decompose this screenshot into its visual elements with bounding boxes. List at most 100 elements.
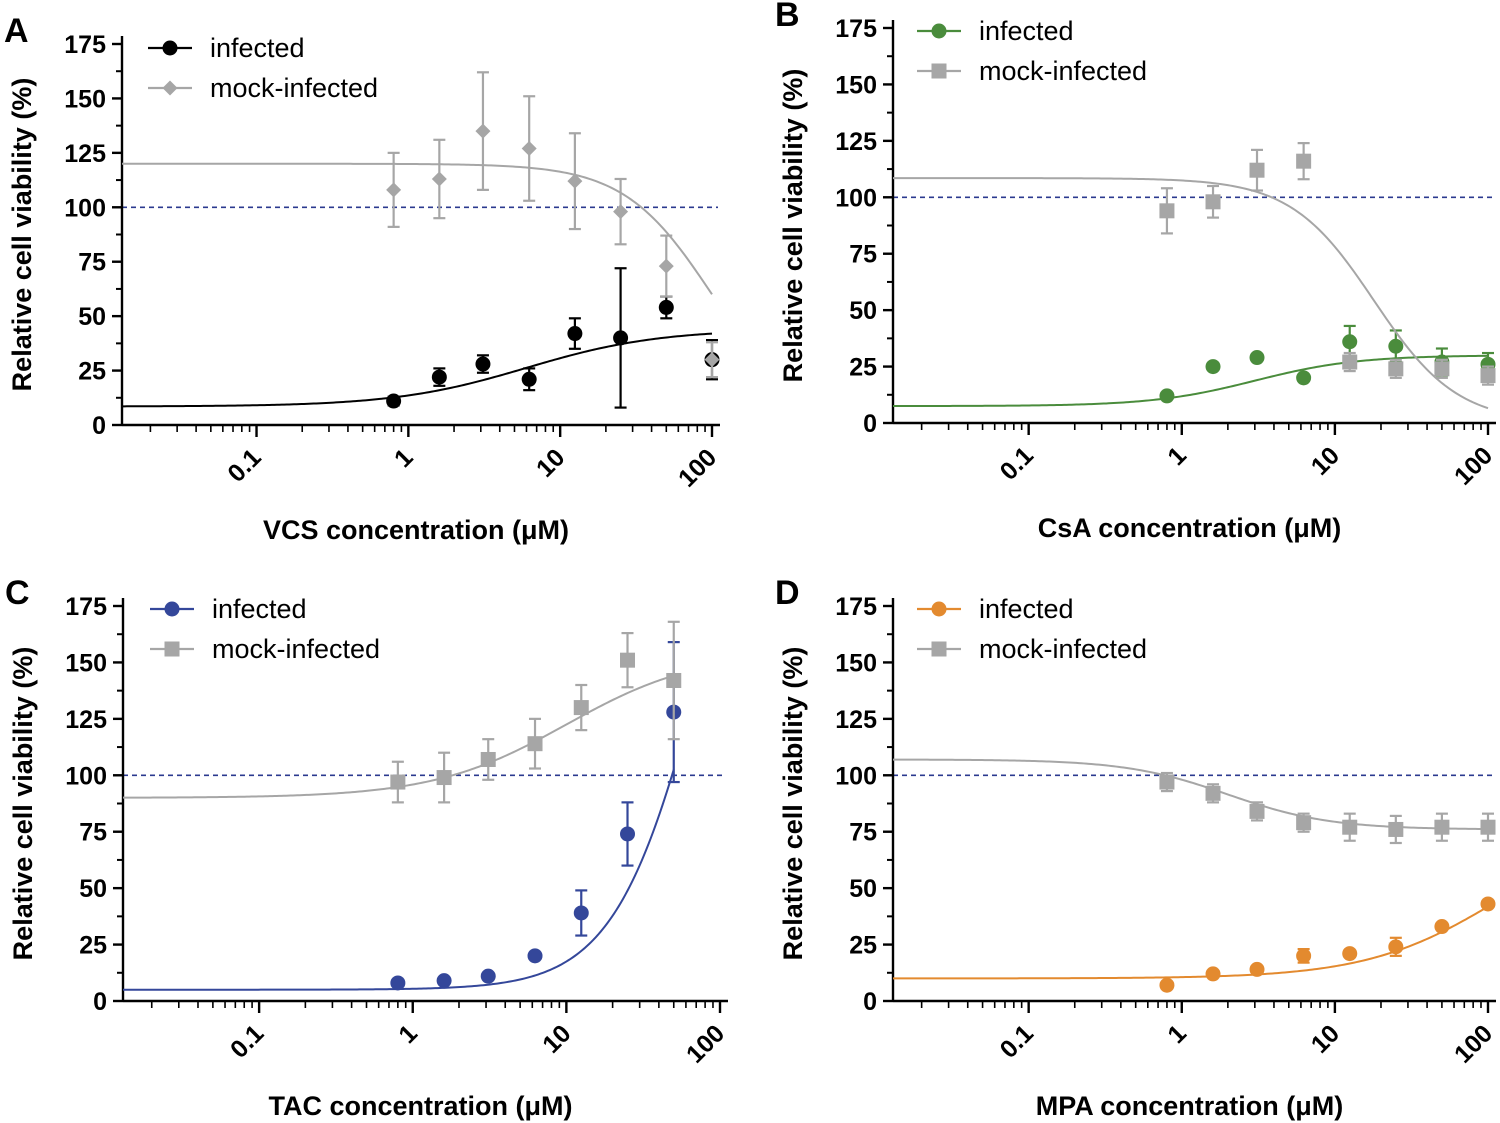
x-tick-label: 10: [1306, 1019, 1345, 1058]
data-point: [431, 369, 447, 385]
data-point: [1480, 368, 1496, 384]
x-axis-label: VCS concentration (μM): [263, 515, 569, 545]
y-tick-label: 100: [64, 194, 106, 222]
data-point: [1296, 370, 1312, 386]
data-point: [1249, 162, 1265, 178]
series-infected: [121, 267, 720, 409]
legend: infected mock-infected: [148, 33, 378, 103]
y-tick-label: 150: [835, 71, 877, 99]
panel-letter: A: [4, 12, 29, 50]
fit-curve: [122, 162, 713, 295]
y-tick-label: 125: [65, 706, 107, 734]
y-tick-label: 125: [835, 706, 877, 734]
legend: infected mock-infected: [150, 594, 380, 664]
data-point: [1434, 361, 1450, 377]
data-point: [567, 326, 583, 342]
y-tick-label: 50: [78, 303, 106, 331]
data-point: [1342, 819, 1358, 835]
data-point: [1249, 961, 1265, 977]
data-point: [704, 352, 720, 368]
data-point: [573, 700, 589, 716]
data-point: [527, 736, 543, 752]
data-point: [475, 356, 491, 372]
data-point: [1296, 153, 1312, 169]
y-tick-label: 75: [79, 819, 107, 847]
legend-label: infected: [979, 16, 1074, 46]
panel-c: C 0 25 50 75 100 125 150 175 0.1 1 10 100 TAC concent…: [5, 574, 730, 1121]
data-point: [1480, 356, 1496, 372]
y-tick-label: 125: [64, 140, 106, 168]
data-point: [436, 973, 452, 989]
data-point: [1480, 819, 1496, 835]
data-point: [527, 948, 543, 964]
series-infected: [893, 896, 1496, 993]
legend-label: mock-infected: [212, 634, 380, 664]
y-tick-label: 75: [849, 819, 877, 847]
data-point: [573, 905, 589, 921]
y-tick-label: 100: [835, 762, 877, 790]
legend-label: mock-infected: [979, 634, 1147, 664]
panel-d: D 0 25 50 75 100 125 150 175 0.1 1 10 100 MPA concent…: [775, 574, 1498, 1121]
data-point: [1159, 977, 1175, 993]
data-point: [620, 826, 636, 842]
y-axis-label: Relative cell viability (%): [778, 647, 808, 961]
fit-curve: [893, 905, 1489, 980]
data-point: [613, 330, 629, 346]
x-axis-label: MPA concentration (μM): [1036, 1091, 1344, 1121]
x-tick-label: 10: [537, 1019, 576, 1058]
data-point: [386, 393, 402, 409]
y-tick-label: 0: [863, 988, 877, 1016]
data-point: [1205, 785, 1221, 801]
data-point: [1434, 919, 1450, 935]
y-tick-label: 100: [835, 184, 877, 212]
x-tick-label: 100: [1449, 441, 1498, 490]
x-tick-label: 0.1: [222, 443, 266, 487]
series-mock-infected: [893, 758, 1496, 845]
y-tick-label: 0: [93, 988, 107, 1016]
y-tick-label: 175: [65, 593, 107, 621]
y-axis-label: Relative cell viability (%): [8, 647, 38, 961]
legend-label: mock-infected: [979, 56, 1147, 86]
data-point: [613, 204, 629, 220]
y-tick-label: 175: [835, 15, 877, 43]
x-tick-label: 1: [389, 443, 419, 473]
data-point: [1159, 774, 1175, 790]
legend-label: mock-infected: [210, 73, 378, 103]
y-tick-label: 25: [849, 932, 877, 960]
y-tick-label: 125: [835, 128, 877, 156]
x-tick-label: 1: [1162, 1019, 1192, 1049]
x-tick-label: 1: [393, 1019, 423, 1049]
data-point: [386, 182, 402, 198]
x-tick-label: 10: [1306, 441, 1345, 480]
legend-marker: [162, 80, 178, 96]
x-tick-label: 10: [531, 443, 570, 482]
data-point: [1159, 203, 1175, 219]
data-point: [1388, 939, 1404, 955]
x-tick-label: 0.1: [995, 1019, 1039, 1063]
fit-curve: [893, 354, 1489, 408]
y-tick-label: 25: [78, 358, 106, 386]
data-point: [1249, 803, 1265, 819]
data-point: [1296, 815, 1312, 831]
series-infected: [123, 641, 682, 991]
data-point: [658, 258, 674, 274]
legend-label: infected: [210, 33, 305, 63]
data-point: [475, 123, 491, 139]
data-point: [521, 371, 537, 387]
legend: infected mock-infected: [917, 594, 1147, 664]
data-point: [1342, 354, 1358, 370]
y-tick-label: 150: [65, 649, 107, 677]
data-point: [1249, 350, 1265, 366]
panel-b: B 0 25 50 75 100 125 150 175 0.1 1 10 100 CsA concent…: [775, 0, 1498, 543]
series-mock-infected: [122, 71, 720, 379]
y-tick-label: 25: [849, 354, 877, 382]
data-point: [1434, 819, 1450, 835]
y-tick-label: 0: [863, 410, 877, 438]
y-tick-label: 75: [78, 249, 106, 277]
legend-marker: [164, 601, 180, 617]
legend-marker: [931, 601, 947, 617]
panel-a: A 0 25 50 75 100 125 150 175 0.1 1 10 100 VCS concent…: [4, 12, 722, 545]
data-point: [480, 751, 496, 767]
y-tick-label: 175: [64, 31, 106, 59]
y-tick-label: 75: [849, 241, 877, 269]
